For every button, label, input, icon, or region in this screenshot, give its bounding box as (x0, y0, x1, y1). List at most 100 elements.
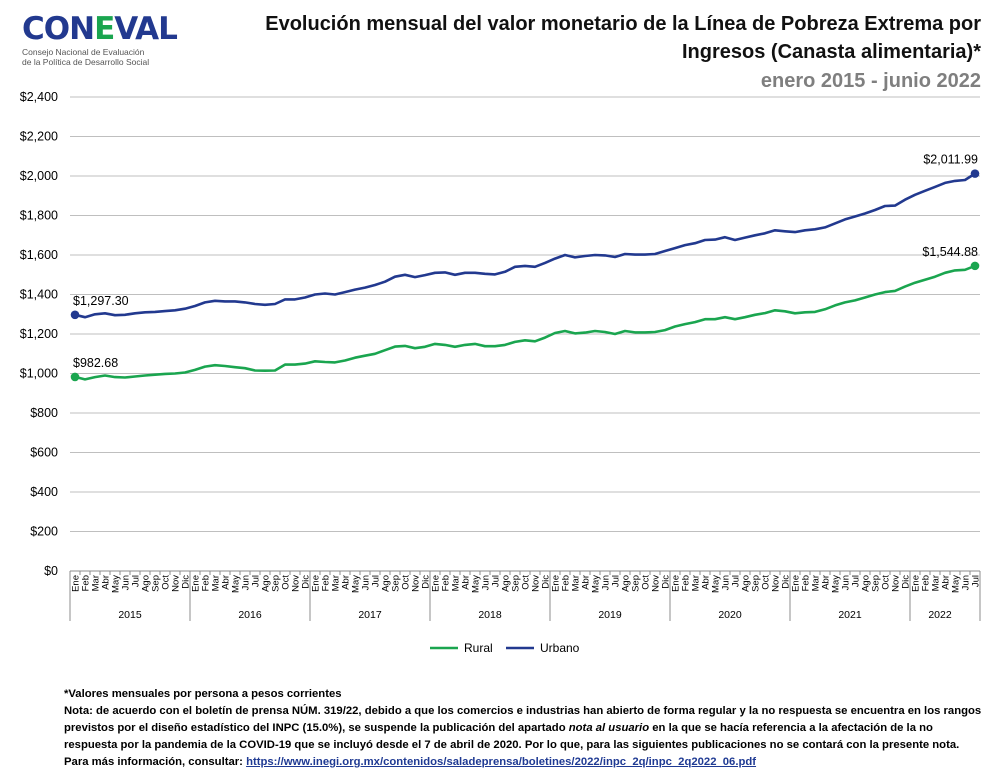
line-chart: $0 $200 $400 $600 $800 $1,000 $1,200 $1,400 $1,6… (20, 90, 982, 655)
data-label: $982.68 (73, 356, 118, 370)
x-month-label: Oct (881, 575, 892, 590)
x-month-label: May (951, 575, 962, 593)
nota-text-2: en la que se hacía referencia a la afect… (64, 722, 960, 768)
y-tick-label: $600 (30, 446, 58, 460)
x-month-label: Jun (481, 575, 492, 590)
series-line-urbano (74, 172, 976, 319)
x-month-label: Mar (451, 575, 462, 591)
x-month-label: Ene (311, 575, 322, 592)
x-month-label: Dic (301, 575, 312, 589)
x-month-label: Sep (871, 575, 882, 592)
x-month-label: Sep (391, 575, 402, 592)
logo-subtitle-line-2: de la Política de Desarrollo Social (22, 57, 150, 67)
x-month-label: Jul (851, 575, 862, 587)
x-month-label: Ene (911, 575, 922, 592)
x-month-label: May (831, 575, 842, 593)
x-month-label: Sep (151, 575, 162, 592)
x-month-label: Feb (921, 575, 932, 591)
x-month-label: Sep (631, 575, 642, 592)
x-month-label: Jun (841, 575, 852, 590)
x-year-label: 2017 (358, 609, 382, 621)
x-month-label: Jul (251, 575, 262, 587)
x-month-label: Ene (431, 575, 442, 592)
x-month-label: Ene (791, 575, 802, 592)
chart-title: Evolución mensual del valor monetario de… (265, 13, 981, 63)
x-month-label: Nov (891, 575, 902, 592)
y-tick-label: $800 (30, 406, 58, 420)
logo-subtitle-line-1: Consejo Nacional de Evaluación (22, 47, 145, 57)
nota-italic: nota al usuario (568, 722, 650, 734)
data-label: $1,297.30 (73, 294, 129, 308)
logo-word-rest: VAL (114, 11, 178, 47)
x-month-label: Dic (421, 575, 432, 589)
x-month-label: Ago (261, 575, 272, 592)
x-month-label: Feb (441, 575, 452, 591)
x-month-label: Oct (641, 575, 652, 590)
x-month-label: Mar (571, 575, 582, 591)
x-month-label: May (231, 575, 242, 593)
x-month-label: Ago (741, 575, 752, 592)
x-month-label: Ene (71, 575, 82, 592)
x-month-label: Oct (281, 575, 292, 590)
x-month-label: Feb (561, 575, 572, 591)
x-month-label: Jul (491, 575, 502, 587)
footnote-nota: Nota: de acuerdo con el boletín de prens… (64, 703, 984, 771)
y-tick-label: $1,600 (20, 248, 58, 262)
x-month-label: Jun (961, 575, 972, 590)
y-tick-label: $2,200 (20, 130, 58, 144)
x-month-label: Abr (581, 575, 592, 590)
x-month-label: Ene (191, 575, 202, 592)
x-year-label: 2019 (598, 609, 622, 621)
y-tick-label: $0 (44, 564, 58, 578)
data-label: $2,011.99 (923, 153, 978, 167)
x-month-label: Ago (861, 575, 872, 592)
y-tick-label: $1,000 (20, 367, 58, 381)
data-point-rural (970, 261, 980, 271)
x-month-label: May (591, 575, 602, 593)
y-tick-label: $200 (30, 525, 58, 539)
data-point-urbano (70, 310, 80, 320)
x-month-label: Dic (661, 575, 672, 589)
footnote-values: *Valores mensuales por persona a pesos c… (64, 688, 342, 700)
x-month-label: Nov (771, 575, 782, 592)
x-month-label: Ago (621, 575, 632, 592)
x-month-label: Oct (161, 575, 172, 590)
footnotes: *Valores mensuales por persona a pesos c… (64, 686, 984, 771)
x-month-label: May (471, 575, 482, 593)
inegi-link[interactable]: https://www.inegi.org.mx/contenidos/sala… (246, 756, 757, 768)
logo-wordmark: CONEVAL (22, 11, 178, 47)
x-month-label: Nov (411, 575, 422, 592)
x-month-label: Abr (941, 575, 952, 590)
x-month-label: Nov (651, 575, 662, 592)
x-month-label: Feb (201, 575, 212, 591)
x-month-label: Oct (521, 575, 532, 590)
x-month-label: May (111, 575, 122, 593)
data-label: $1,544.88 (922, 245, 978, 259)
x-month-label: Sep (271, 575, 282, 592)
data-point-rural (70, 372, 80, 382)
x-month-label: Jun (241, 575, 252, 590)
x-month-label: Jul (131, 575, 142, 587)
y-tick-label: $2,000 (20, 169, 58, 183)
y-tick-label: $400 (30, 485, 58, 499)
x-year-label: 2015 (118, 609, 142, 621)
legend-label: Rural (464, 641, 493, 655)
x-month-label: Dic (901, 575, 912, 589)
x-month-label: Dic (781, 575, 792, 589)
legend: Rural Urbano (430, 641, 580, 655)
x-year-label: 2021 (838, 609, 862, 621)
x-month-label: Feb (681, 575, 692, 591)
x-month-label: Jun (121, 575, 132, 590)
nota-text-1: Nota: de acuerdo con el boletín de prens… (64, 705, 982, 734)
x-month-label: Abr (101, 575, 112, 590)
x-month-label: Sep (751, 575, 762, 592)
y-tick-label: $1,400 (20, 288, 58, 302)
y-tick-label: $2,400 (20, 90, 58, 104)
x-month-label: Nov (171, 575, 182, 592)
x-month-label: Abr (341, 575, 352, 590)
x-month-label: Abr (461, 575, 472, 590)
x-month-label: Mar (931, 575, 942, 591)
x-month-label: Oct (401, 575, 412, 590)
x-month-label: May (351, 575, 362, 593)
logo-word-main: CON (22, 11, 95, 47)
